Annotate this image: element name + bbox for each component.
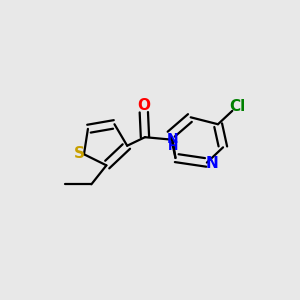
Text: H: H	[167, 140, 178, 153]
Text: O: O	[137, 98, 150, 113]
Text: S: S	[74, 146, 84, 161]
Text: Cl: Cl	[229, 99, 245, 114]
Text: N: N	[206, 156, 218, 171]
Text: N: N	[167, 133, 178, 146]
